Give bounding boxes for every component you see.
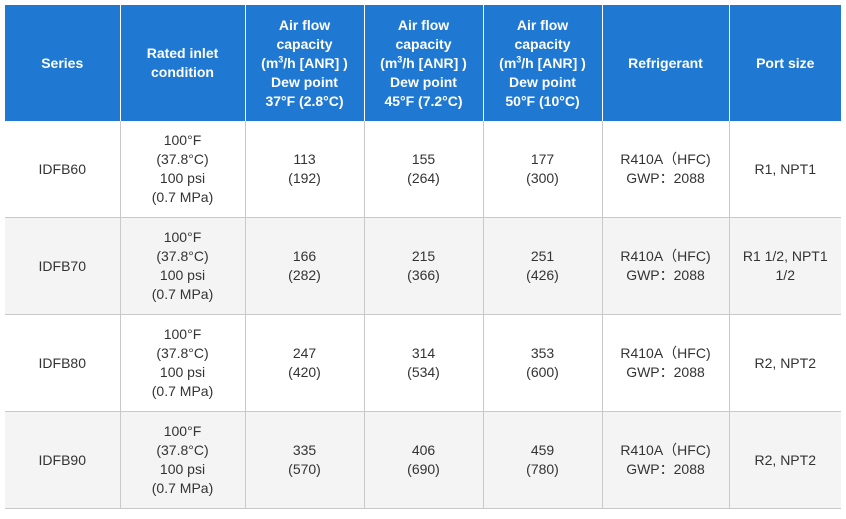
cell-capacity-37: 166 (282) [245,217,365,315]
header-refrigerant: Refrigerant [602,5,730,121]
table-row: IDFB80 100°F (37.8°C) 100 psi (0.7 MPa) … [5,314,841,412]
cell-capacity-45: 314 (534) [364,314,484,412]
cell-port-size: R2, NPT2 [729,314,841,412]
cell-capacity-50: 251 (426) [483,217,603,315]
cell-capacity-50: 459 (780) [483,411,603,509]
spec-table-container: Series Rated inlet condition Air flow ca… [5,5,841,509]
table-row: IDFB90 100°F (37.8°C) 100 psi (0.7 MPa) … [5,411,841,509]
cell-capacity-45: 406 (690) [364,411,484,509]
cell-series: IDFB70 [5,217,121,315]
cell-rated-inlet: 100°F (37.8°C) 100 psi (0.7 MPa) [120,121,246,218]
cell-capacity-45: 215 (366) [364,217,484,315]
cell-capacity-50: 353 (600) [483,314,603,412]
cell-rated-inlet: 100°F (37.8°C) 100 psi (0.7 MPa) [120,217,246,315]
cell-capacity-50: 177 (300) [483,121,603,218]
cell-capacity-37: 335 (570) [245,411,365,509]
header-air-flow-37: Air flow capacity (m3/h [ANR] ) Dew poin… [245,5,365,121]
header-row: Series Rated inlet condition Air flow ca… [5,5,841,121]
header-rated-inlet-condition: Rated inlet condition [120,5,246,121]
cell-capacity-37: 113 (192) [245,121,365,218]
cell-series: IDFB90 [5,411,121,509]
cell-port-size: R1 1/2, NPT1 1/2 [729,217,841,315]
cell-refrigerant: R410A（HFC) GWP：2088 [602,121,730,218]
table-row: IDFB70 100°F (37.8°C) 100 psi (0.7 MPa) … [5,217,841,315]
cell-refrigerant: R410A（HFC) GWP：2088 [602,314,730,412]
table-row: IDFB60 100°F (37.8°C) 100 psi (0.7 MPa) … [5,121,841,218]
cell-port-size: R1, NPT1 [729,121,841,218]
header-air-flow-50: Air flow capacity (m3/h [ANR] ) Dew poin… [483,5,603,121]
cell-refrigerant: R410A（HFC) GWP：2088 [602,411,730,509]
cell-series: IDFB60 [5,121,121,218]
header-series: Series [5,5,121,121]
cell-refrigerant: R410A（HFC) GWP：2088 [602,217,730,315]
cell-capacity-37: 247 (420) [245,314,365,412]
cell-capacity-45: 155 (264) [364,121,484,218]
spec-table: Series Rated inlet condition Air flow ca… [5,5,841,509]
cell-rated-inlet: 100°F (37.8°C) 100 psi (0.7 MPa) [120,314,246,412]
header-air-flow-45: Air flow capacity (m3/h [ANR] ) Dew poin… [364,5,484,121]
cell-port-size: R2, NPT2 [729,411,841,509]
cell-series: IDFB80 [5,314,121,412]
header-port-size: Port size [729,5,841,121]
cell-rated-inlet: 100°F (37.8°C) 100 psi (0.7 MPa) [120,411,246,509]
